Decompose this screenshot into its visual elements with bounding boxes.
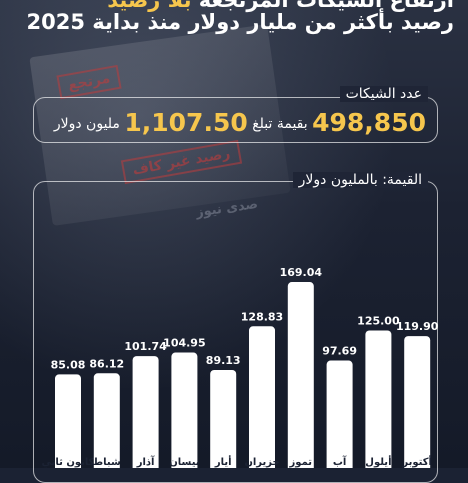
category-label-3: آذار bbox=[136, 455, 155, 468]
bar-4 bbox=[171, 352, 198, 468]
summary-text: 498,850 بقيمة تبلغ 1,107.50 مليون دولار bbox=[54, 108, 426, 137]
value-unit: مليون دولار bbox=[53, 116, 120, 132]
category-label-9: أيلول bbox=[365, 455, 391, 468]
category-label-7: تموز bbox=[289, 457, 313, 468]
summary-label: عدد الشيكات bbox=[339, 86, 428, 102]
bar-7 bbox=[287, 282, 314, 468]
headline-line-2: رصيد بأكثر من مليار دولار منذ بداية 2025 bbox=[26, 10, 454, 34]
bar-chart: 85.08 كانون ثاني 86.12 شباط 101.74 آذار 104.95… bbox=[42, 266, 439, 468]
category-label-6: حزيران bbox=[244, 457, 279, 468]
bar-2 bbox=[93, 373, 120, 468]
cheque-value: 1,107.50 bbox=[124, 108, 248, 137]
bar-10 bbox=[404, 336, 431, 468]
value-label-9: 125.00 bbox=[357, 315, 400, 328]
value-label-6: 128.83 bbox=[241, 310, 283, 323]
value-prefix: بقيمة تبلغ bbox=[252, 116, 308, 132]
bar-3 bbox=[132, 356, 159, 468]
value-label-5: 89.13 bbox=[206, 354, 241, 367]
bar-8 bbox=[326, 360, 353, 468]
headline-line-1: ارتفاع الشيكات المرتجعة بلا رصيد bbox=[14, 0, 454, 12]
category-label-8: آب bbox=[333, 455, 347, 468]
bar-9 bbox=[365, 330, 392, 468]
bar-5 bbox=[210, 369, 237, 468]
bar-1 bbox=[55, 374, 81, 468]
value-label-10: 119.90 bbox=[396, 320, 439, 333]
value-label-8: 97.69 bbox=[322, 345, 357, 358]
summary-panel bbox=[33, 97, 438, 143]
cheque-count: 498,850 bbox=[312, 108, 426, 137]
category-label-5: أيار bbox=[214, 455, 232, 468]
bar-6 bbox=[249, 326, 275, 468]
value-label-7: 169.04 bbox=[280, 266, 323, 279]
category-label-2: شباط bbox=[93, 457, 121, 468]
value-label-2: 86.12 bbox=[89, 357, 124, 370]
value-label-1: 85.08 bbox=[51, 358, 86, 371]
category-label-10: أكتوبر bbox=[401, 455, 432, 468]
category-label-4: نيسان bbox=[169, 457, 199, 468]
headline-highlight: بلا رصيد bbox=[107, 0, 192, 12]
value-label-4: 104.95 bbox=[163, 337, 205, 350]
value-label-3: 101.74 bbox=[124, 340, 167, 353]
headline-prefix: ارتفاع الشيكات المرتجعة bbox=[198, 0, 454, 12]
chart-title: القيمة: بالمليون دولار bbox=[292, 172, 428, 188]
category-label-1: كانون ثاني bbox=[42, 457, 95, 468]
